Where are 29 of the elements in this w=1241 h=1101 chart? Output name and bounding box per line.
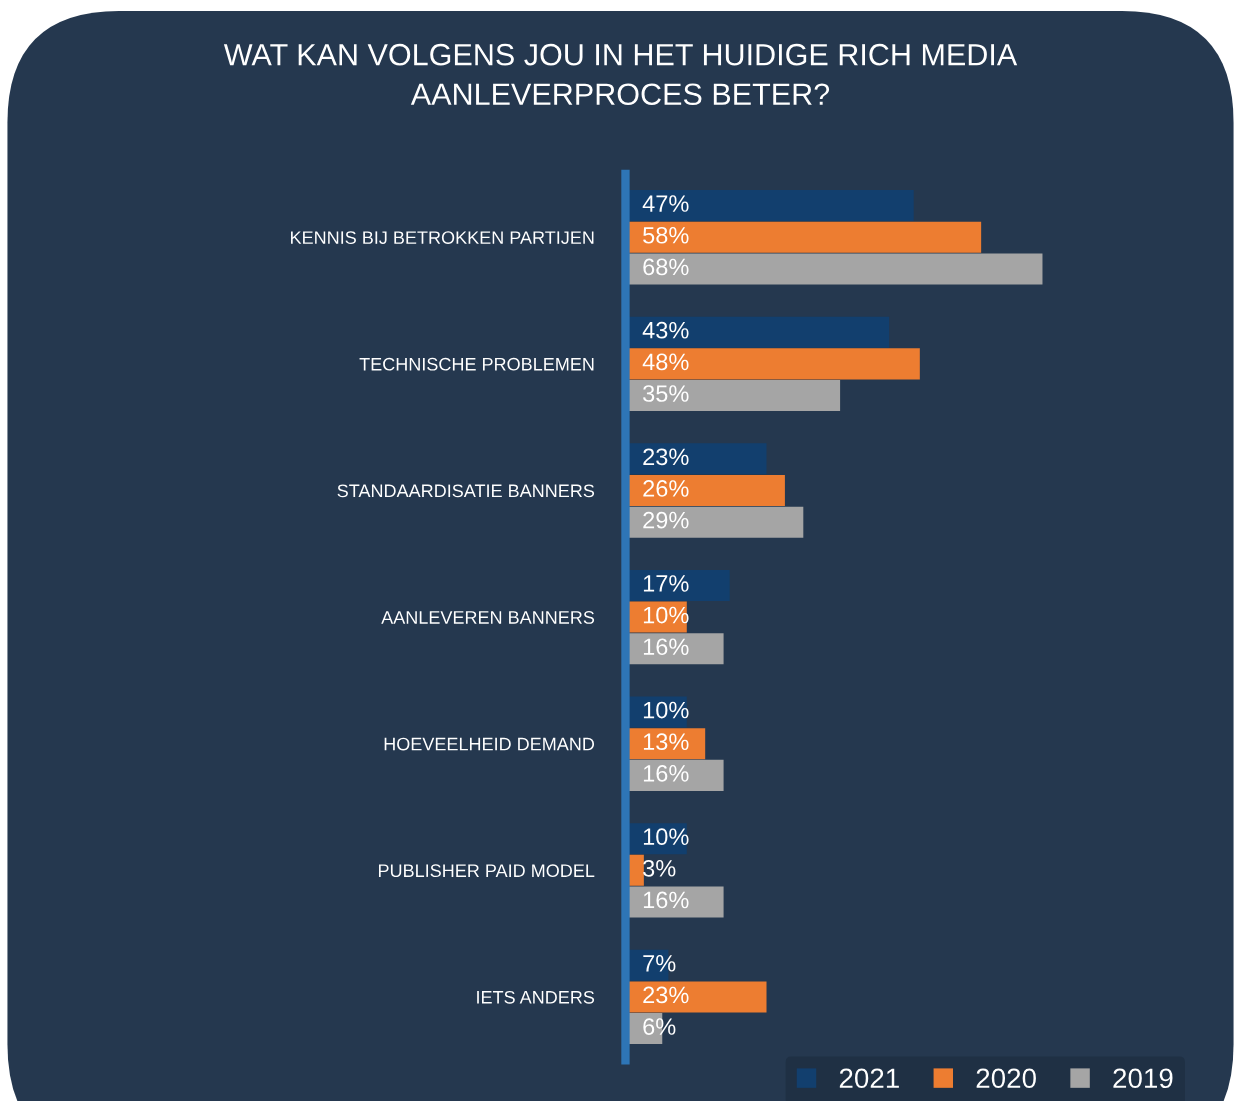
data-label: 10%	[643, 828, 689, 846]
data-label: 17%	[643, 575, 689, 592]
y-tick-label: IETS ANDERS	[477, 990, 595, 1004]
data-label: 58%	[643, 226, 689, 244]
y-tick-label: TECHNISCHE PROBLEMEN	[359, 357, 594, 371]
data-label: 43%	[642, 321, 689, 339]
data-label: 68%	[643, 258, 689, 276]
legend-label: 2020	[976, 1068, 1036, 1089]
legend-label: 2021	[839, 1068, 899, 1089]
data-label: 10%	[643, 701, 689, 719]
data-label: 48%	[642, 353, 689, 371]
data-label: 16%	[643, 891, 689, 909]
data-label: 29%	[643, 511, 689, 529]
data-label: 23%	[643, 986, 689, 1004]
data-label: 26%	[643, 480, 689, 497]
y-tick-label: KENNIS BIJ BETROKKEN PARTIJEN	[291, 231, 594, 244]
y-tick-label: HOEVEELHEID DEMAND	[384, 737, 595, 751]
data-label: 35%	[643, 385, 689, 402]
data-label: 23%	[643, 448, 689, 466]
y-tick-label: PUBLISHER PAID MODEL	[378, 864, 595, 878]
data-label: 7%	[643, 955, 676, 972]
chart-title: WAT KAN VOLGENS JOU IN HET HUIDIGE RICH MEDIA AANLEVERPROCES BETER?	[223, 43, 1018, 106]
data-label: 47%	[642, 195, 689, 212]
data-label: 16%	[643, 765, 689, 782]
data-label: 13%	[643, 733, 689, 751]
legend-label: 2019	[1113, 1068, 1173, 1089]
data-label: 16%	[643, 638, 689, 656]
y-tick-label: AANLEVEREN BANNERS	[381, 611, 595, 624]
y-tick-label: STANDAARDISATIE BANNERS	[337, 484, 595, 498]
